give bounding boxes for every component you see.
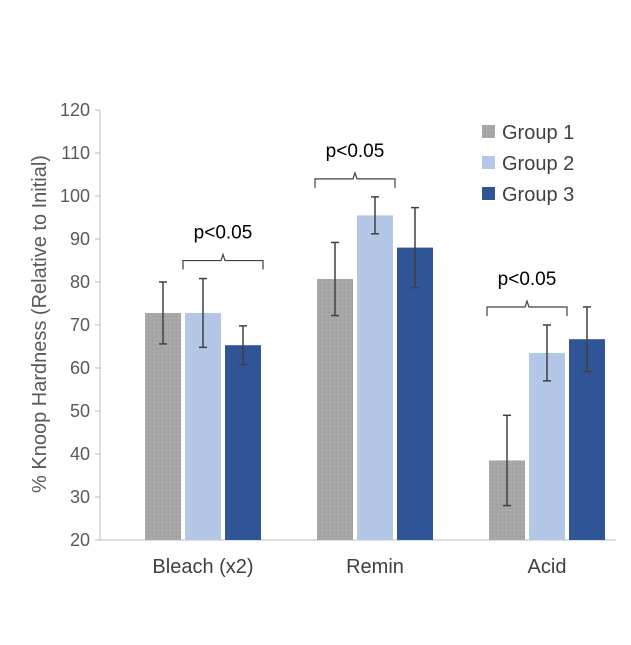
- legend-swatch: [482, 156, 495, 169]
- legend: Group 1 Group 2 Group 3: [482, 122, 574, 206]
- significance-bracket: [314, 170, 396, 188]
- annotations: p<0.05 p<0.05 p<0.05: [182, 141, 568, 316]
- y-tick-label: 70: [70, 315, 90, 335]
- bar-group-2: [357, 215, 393, 540]
- y-tick-label: 110: [61, 143, 90, 163]
- x-category-label: Remin: [346, 556, 404, 578]
- bar-group-1: [317, 278, 353, 540]
- bar-group-2: [185, 312, 221, 540]
- y-tick-label: 40: [70, 444, 90, 464]
- y-tick-label: 50: [70, 401, 90, 421]
- significance-label: p<0.05: [498, 269, 557, 290]
- x-category-label: Bleach (x2): [152, 556, 253, 578]
- bar-group-1: [145, 312, 181, 540]
- bar-group-3: [225, 345, 261, 540]
- y-tick-label: 120: [60, 100, 90, 120]
- y-tick-label: 20: [70, 530, 90, 550]
- significance-label: p<0.05: [194, 223, 253, 244]
- legend-label: Group 3: [502, 184, 574, 206]
- bars: [145, 215, 605, 540]
- bar-group-3: [569, 339, 605, 540]
- legend-label: Group 1: [502, 122, 574, 144]
- significance-bracket: [486, 299, 568, 316]
- legend-label: Group 2: [502, 153, 574, 175]
- significance-bracket: [182, 252, 264, 270]
- bar-group-3: [397, 247, 433, 540]
- x-category-label: Acid: [528, 556, 567, 578]
- legend-swatch: [482, 187, 495, 200]
- y-axis: 20 30 40 50 60 70 80 90 100 110 120: [60, 100, 101, 550]
- y-axis-label: % Knoop Hardness (Relative to Initial): [29, 155, 51, 493]
- y-tick-label: 80: [70, 272, 90, 292]
- bar-group-2: [529, 352, 565, 540]
- y-tick-label: 30: [70, 487, 90, 507]
- y-tick-label: 90: [70, 229, 90, 249]
- significance-label: p<0.05: [326, 141, 385, 162]
- x-axis: Bleach (x2) Remin Acid: [100, 539, 616, 578]
- error-bars: [159, 196, 591, 507]
- y-tick-label: 60: [70, 358, 90, 378]
- legend-swatch: [482, 125, 495, 138]
- y-tick-label: 100: [60, 186, 90, 206]
